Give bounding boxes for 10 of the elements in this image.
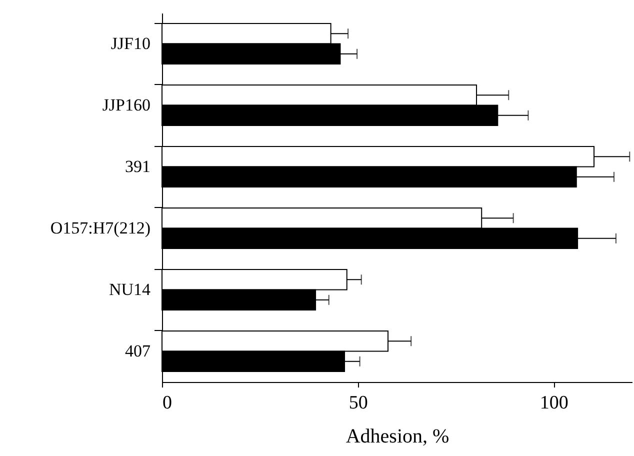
y-tick-label: 407	[125, 341, 151, 360]
x-axis-title: Adhesion, %	[346, 426, 450, 448]
y-tick-label: NU14	[108, 280, 151, 299]
y-tick-label: 391	[125, 156, 150, 176]
y-tick-label: JJP160	[102, 95, 150, 114]
x-tick-label: 0	[162, 392, 172, 414]
x-tick-label: 100	[540, 392, 568, 414]
y-tick-label: JJF10	[110, 34, 150, 53]
y-tick-label: O157:H7(212)	[50, 218, 150, 238]
x-tick-label: 50	[348, 392, 368, 414]
